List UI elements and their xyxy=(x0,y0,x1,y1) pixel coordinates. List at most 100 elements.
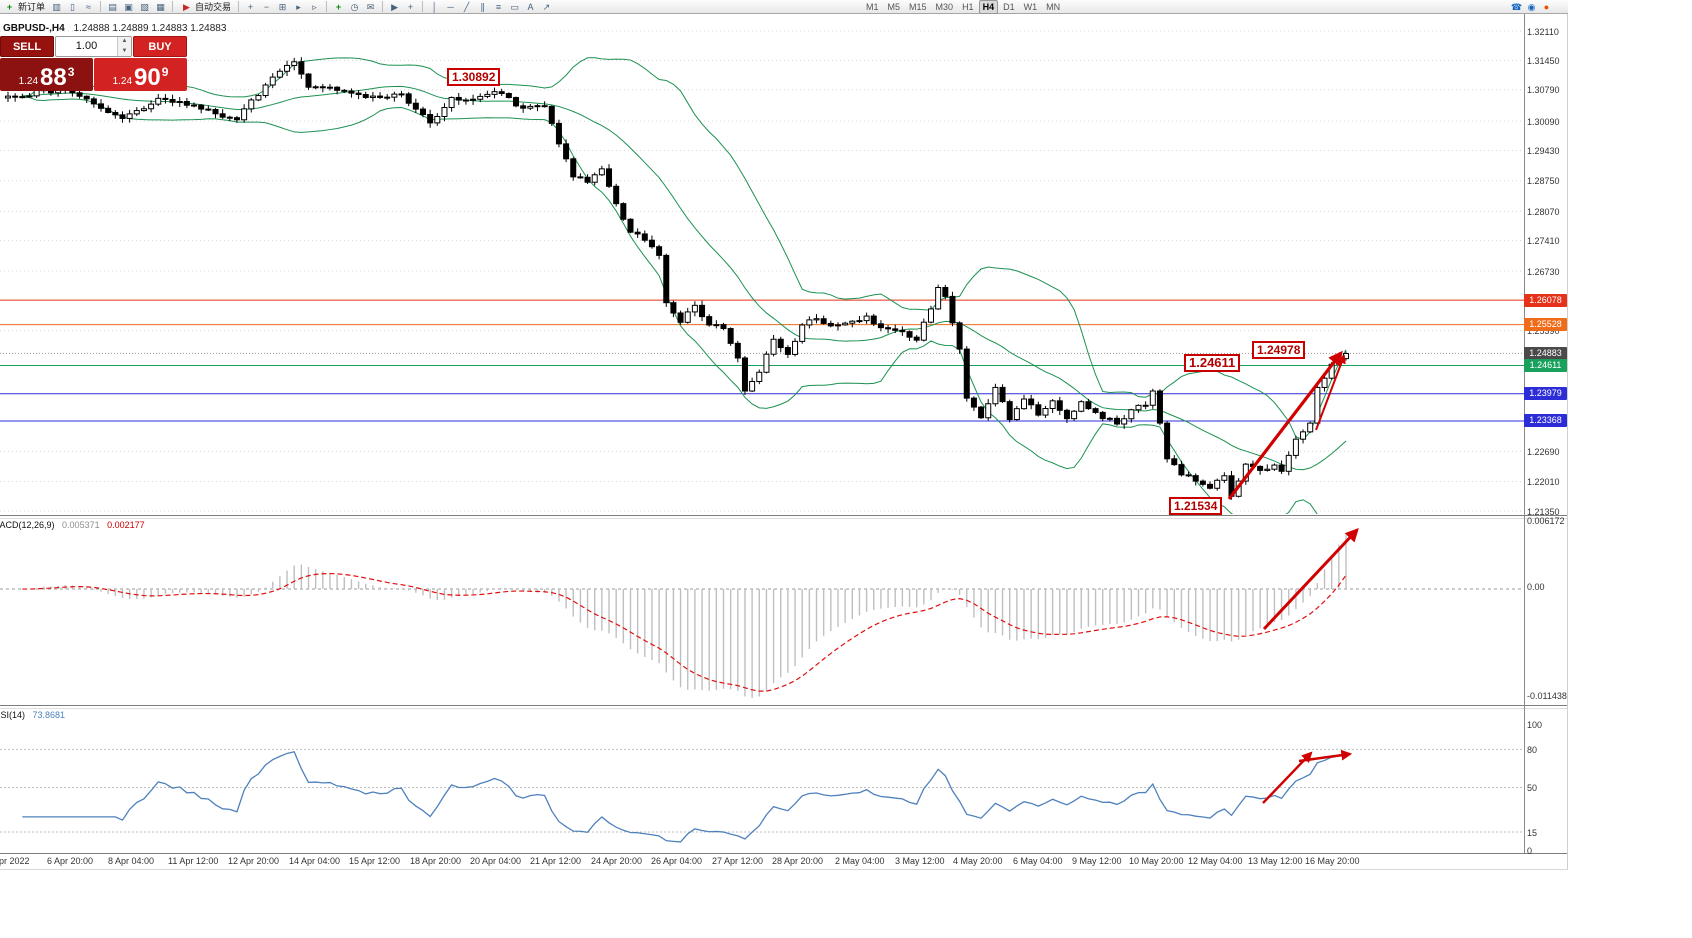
price-level-badge[interactable]: 1.24883 xyxy=(1524,346,1567,360)
time-axis-label: 11 Apr 12:00 xyxy=(168,856,219,866)
auto-scroll-icon[interactable]: ▸ xyxy=(296,1,301,12)
timeframe-h1-button[interactable]: H1 xyxy=(962,1,974,12)
rsi-label: RSI(14) xyxy=(0,710,26,720)
horizontal-level-lines[interactable] xyxy=(0,299,1524,422)
volume-value[interactable]: 1.00 xyxy=(75,40,98,52)
timeframe-mn-button[interactable]: MN xyxy=(1046,1,1061,12)
price-tick-label: 1.30790 xyxy=(1527,85,1560,96)
navigator-icon[interactable]: ▧ xyxy=(140,1,149,12)
rsi-axis-label: 80 xyxy=(1527,745,1538,755)
phone-trading-icon[interactable]: ☎ xyxy=(1510,1,1523,12)
sell-button[interactable]: SELL xyxy=(0,36,54,57)
zoom-out-icon[interactable]: − xyxy=(263,1,270,12)
notification-icon[interactable]: ● xyxy=(1543,1,1550,12)
buy-pipette: 9 xyxy=(161,65,169,79)
fibonacci-icon[interactable]: ≡ xyxy=(495,1,502,12)
timeframe-bar: M1 M5 M15 M30 H1 H4 D1 W1 MN xyxy=(862,0,1064,14)
candlestick-series xyxy=(5,57,1349,500)
toolbar-left-group: + 新订单 ▥ ▯ ≈ ▤ ▣ ▧ ▦ ▶ 自动交易 + − ⊞ ▸ ▹ + ◷ ✉ ▶ + │ ─ ╱ ∥ ≡ ▭ A ↗ xyxy=(1,0,553,13)
buy-price-display[interactable]: 1.24 90 9 xyxy=(94,58,187,91)
timeframe-d1-button[interactable]: D1 xyxy=(1003,1,1015,12)
one-click-trading-panel: SELL 1.00 ▲ ▼ BUY 1.24 88 3 1.24 90 9 xyxy=(0,36,187,91)
price-annotation-label[interactable]: 1.24978 xyxy=(1252,341,1306,359)
sell-price-display[interactable]: 1.24 88 3 xyxy=(0,58,93,91)
community-icon[interactable]: ◉ xyxy=(1527,1,1536,12)
time-axis-label: 8 Apr 04:00 xyxy=(108,856,155,866)
time-axis: 6 Apr 2022 6 Apr 20:00 8 Apr 04:00 11 Apr 1… xyxy=(0,856,1568,868)
time-axis-label: 20 Apr 04:00 xyxy=(470,856,522,866)
time-axis-label: 6 Apr 2022 xyxy=(0,856,30,866)
price-annotation-label[interactable]: 1.24611 xyxy=(1184,354,1241,372)
zoom-in-icon[interactable]: + xyxy=(247,1,254,12)
macd-indicator xyxy=(0,535,1524,698)
horizontal-line-icon[interactable]: ─ xyxy=(447,1,454,12)
trend-arrows xyxy=(1227,350,1359,804)
timeframe-m5-button[interactable]: M5 xyxy=(887,1,901,12)
auto-trading-label: 自动交易 xyxy=(195,2,232,12)
timeframe-m1-button[interactable]: M1 xyxy=(866,1,879,12)
price-tick-label: 1.27410 xyxy=(1527,236,1560,247)
price-level-badge[interactable]: 1.26078 xyxy=(1524,293,1567,307)
mail-icon[interactable]: ✉ xyxy=(366,1,375,12)
price-level-badge[interactable]: 1.25528 xyxy=(1524,318,1567,332)
timeframe-w1-button[interactable]: W1 xyxy=(1023,1,1038,12)
toolbar-separator xyxy=(238,1,240,12)
rsi-value: 73.8681 xyxy=(32,710,66,720)
tile-windows-icon[interactable]: ⊞ xyxy=(278,1,287,12)
timeframe-m15-button[interactable]: M15 xyxy=(909,1,927,12)
toolbar-right-group: ☎ ◉ ● xyxy=(1510,0,1553,13)
text-label-icon[interactable]: A xyxy=(527,1,534,12)
price-level-badge[interactable]: 1.23979 xyxy=(1524,387,1567,401)
macd-header: MACD(12,26,9) 0.005371 0.002177 xyxy=(0,520,145,530)
new-order-button[interactable]: + 新订单 xyxy=(1,0,47,13)
volume-decrease-button[interactable]: ▼ xyxy=(118,46,131,56)
channel-icon[interactable]: ∥ xyxy=(480,1,485,12)
trendline-icon[interactable]: ╱ xyxy=(463,1,470,12)
toolbar-separator xyxy=(382,1,384,12)
price-tick-label: 1.30090 xyxy=(1527,116,1560,127)
time-axis-label: 28 Apr 20:00 xyxy=(772,856,824,866)
price-annotation-label[interactable]: 1.30892 xyxy=(447,68,501,86)
chart-shift-icon[interactable]: ▹ xyxy=(312,1,317,12)
volume-increase-button[interactable]: ▲ xyxy=(118,37,131,47)
time-axis-label: 3 May 12:00 xyxy=(895,856,945,866)
vertical-line-icon[interactable]: │ xyxy=(431,1,438,12)
shapes-icon[interactable]: ▭ xyxy=(510,1,519,12)
price-tick-label: 1.31450 xyxy=(1527,55,1560,66)
cursor-icon[interactable]: ▶ xyxy=(391,1,398,12)
bollinger-bands xyxy=(22,57,1347,514)
volume-spinner[interactable]: ▲ ▼ xyxy=(117,37,131,56)
market-watch-icon[interactable]: ▣ xyxy=(124,1,133,12)
arrow-objects-icon[interactable]: ↗ xyxy=(542,1,551,12)
time-axis-label: 10 May 20:00 xyxy=(1129,856,1184,866)
profiles-icon[interactable]: ▤ xyxy=(108,1,117,12)
buy-button[interactable]: BUY xyxy=(133,36,187,57)
indicators-add-icon[interactable]: + xyxy=(335,1,342,12)
time-axis-label: 4 May 20:00 xyxy=(953,856,1003,866)
chart-type-icon-group: ▥ ▯ ≈ ▤ ▣ ▧ ▦ xyxy=(50,1,175,13)
toolbar-separator xyxy=(172,1,174,12)
chart-line-icon[interactable]: ≈ xyxy=(86,1,91,12)
symbol-label: GBPUSD-,H4 xyxy=(3,23,65,34)
chart-bar-icon[interactable]: ▥ xyxy=(52,1,61,12)
price-annotation-label[interactable]: 1.21534 xyxy=(1169,497,1223,515)
time-axis-label: 14 Apr 04:00 xyxy=(289,856,341,866)
period-selector-icon[interactable]: ◷ xyxy=(350,1,359,12)
price-level-badge[interactable]: 1.23368 xyxy=(1524,414,1567,428)
auto-trading-button[interactable]: ▶ 自动交易 xyxy=(178,0,233,13)
timeframe-m30-button[interactable]: M30 xyxy=(935,1,954,12)
chart-candlestick-icon[interactable]: ▯ xyxy=(70,1,75,12)
crosshair-icon[interactable]: + xyxy=(407,1,414,12)
timeframe-h4-button[interactable]: H4 xyxy=(978,0,999,14)
ohlc-values: 1.24888 1.24889 1.24883 1.24883 xyxy=(73,23,227,34)
price-level-badge[interactable]: 1.24611 xyxy=(1524,359,1567,373)
toolbar-separator xyxy=(100,1,102,12)
macd-signal-value: 0.002177 xyxy=(107,520,145,530)
rsi-header: RSI(14) 73.8681 xyxy=(0,710,65,720)
time-axis-label: 15 Apr 12:00 xyxy=(349,856,401,866)
time-axis-label: 13 May 12:00 xyxy=(1248,856,1303,866)
macd-axis-label: 0.006172 xyxy=(1527,516,1565,526)
volume-field[interactable]: 1.00 ▲ ▼ xyxy=(55,36,132,57)
terminal-icon[interactable]: ▦ xyxy=(156,1,165,12)
